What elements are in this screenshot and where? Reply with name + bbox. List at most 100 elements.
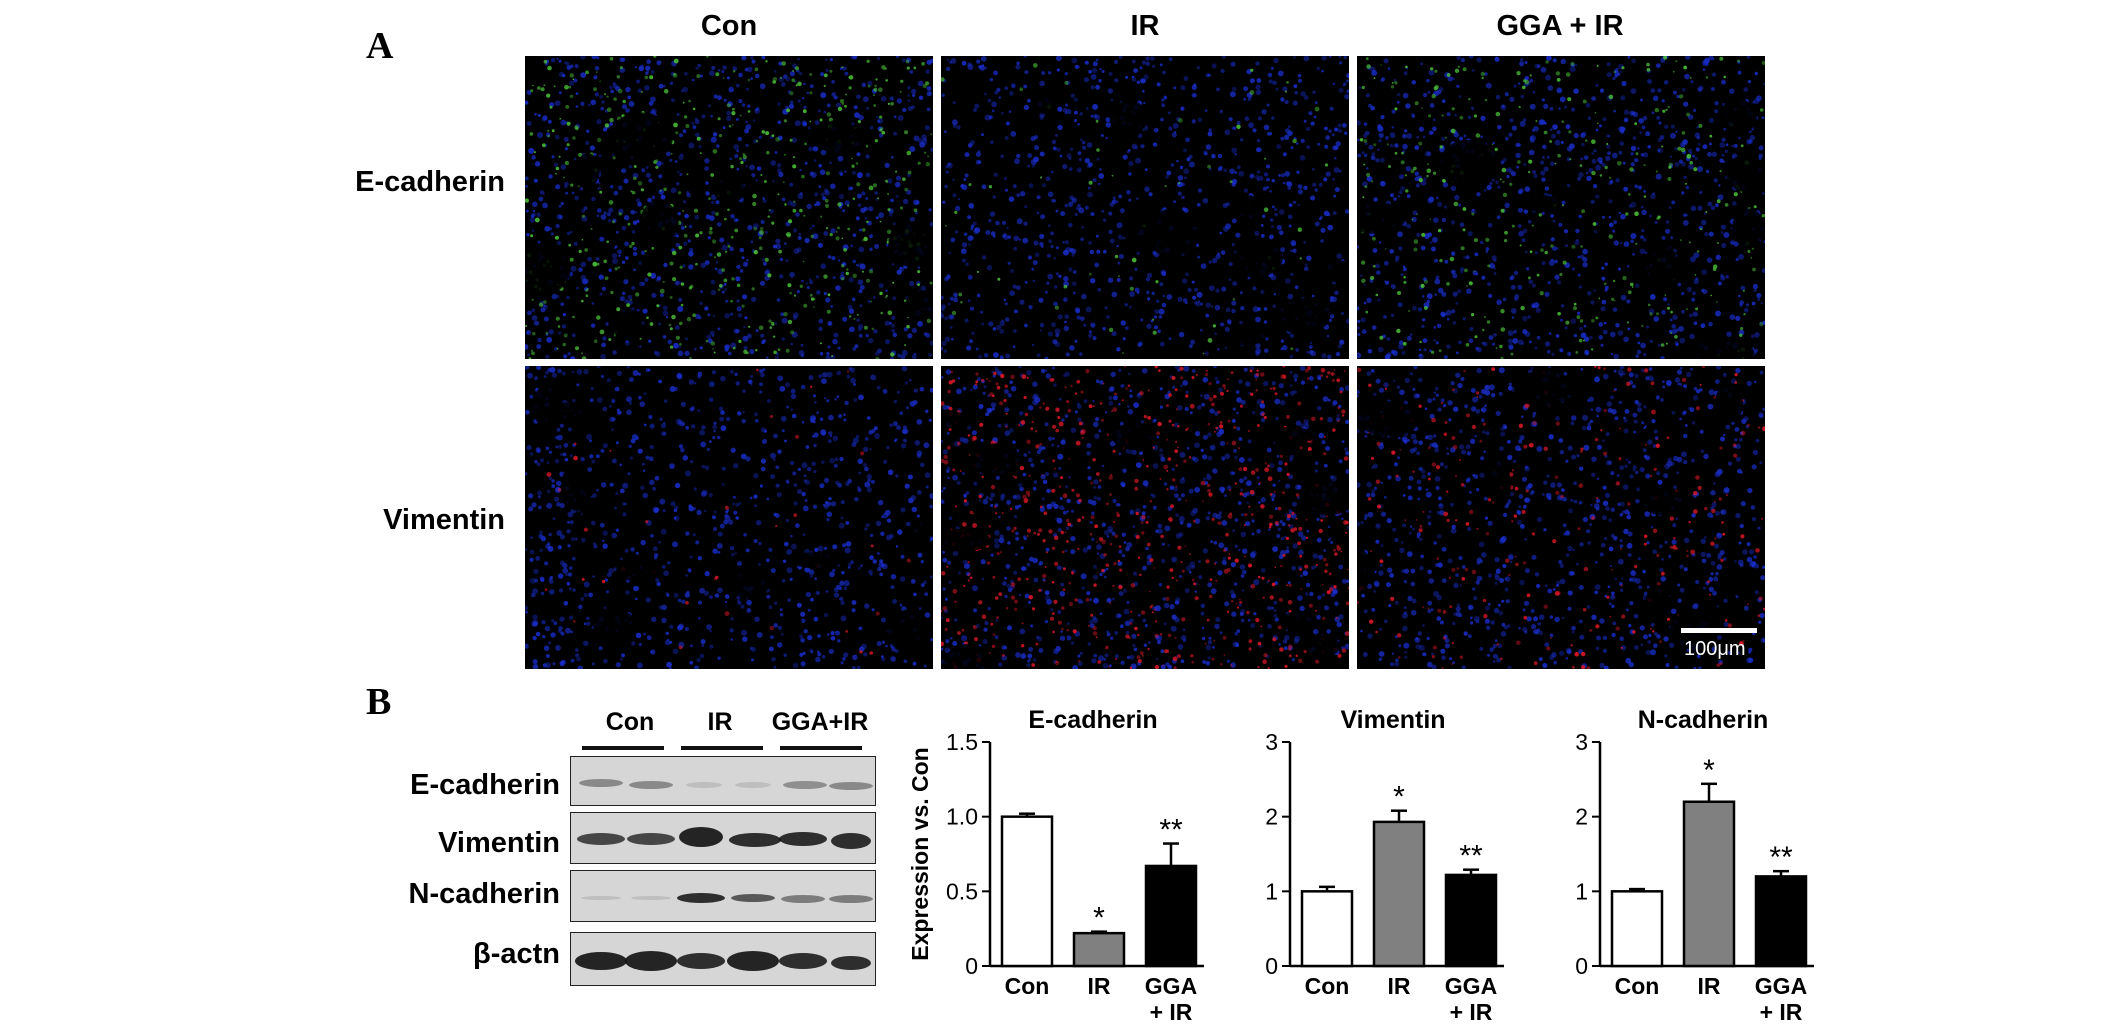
bar xyxy=(1072,931,1126,968)
band xyxy=(831,956,871,970)
panel-b-label: B xyxy=(366,681,392,723)
bar xyxy=(1000,815,1054,968)
row-label-vimentin: Vimentin xyxy=(383,504,505,536)
micrograph-vim-con xyxy=(525,366,933,669)
band xyxy=(575,952,627,970)
significance-marker: ** xyxy=(1459,840,1483,873)
band xyxy=(677,953,725,969)
x-tick-label: IR xyxy=(1088,973,1111,999)
blot-lane-label-gga-ir: GGA+IR xyxy=(771,708,869,736)
band xyxy=(579,779,623,787)
significance-marker: * xyxy=(1393,781,1405,814)
band xyxy=(735,782,771,788)
blot-bands-vimentin xyxy=(577,827,871,849)
blot-bands-beta-actin xyxy=(575,951,871,971)
x-tick-label: Con xyxy=(1305,973,1350,999)
micrograph-ecad-con-image xyxy=(525,56,933,359)
micrograph-vim-gga-ir xyxy=(1357,366,1765,669)
blot-row-label-beta-actin: β-actn xyxy=(473,938,560,970)
band xyxy=(629,781,673,789)
x-tick-label: IR xyxy=(1698,973,1721,999)
blot-lane-line-gga-ir xyxy=(780,746,862,750)
band xyxy=(625,951,677,971)
x-tick-label: + IR xyxy=(1150,999,1193,1025)
band xyxy=(729,833,781,847)
band xyxy=(686,782,722,788)
row-label-e-cadherin: E-cadherin xyxy=(355,166,505,198)
x-tick-label: GGA xyxy=(1145,973,1197,999)
y-axis-label: Expression vs. Con xyxy=(907,747,933,960)
y-tick-label: 0 xyxy=(1265,953,1278,979)
column-label-con: Con xyxy=(700,10,758,42)
x-tick-label: IR xyxy=(1388,973,1411,999)
band xyxy=(831,833,871,849)
chart-title: Vimentin xyxy=(1340,706,1445,734)
bar xyxy=(1372,820,1426,968)
micrograph-vim-con-image xyxy=(525,366,933,669)
y-tick-label: 1.5 xyxy=(946,729,978,755)
bar xyxy=(1754,875,1808,968)
scale-bar xyxy=(1681,628,1757,633)
micrograph-vim-gga-ir-image xyxy=(1357,366,1765,669)
blot-row-label-e-cadherin: E-cadherin xyxy=(410,769,560,801)
blot-row-label-n-cadherin: N-cadherin xyxy=(408,878,560,910)
band xyxy=(783,781,827,789)
band xyxy=(679,827,723,847)
bar-chart-e-cadherin: E-cadherin 0 0.5 1.0 1.5 Expression vs. Con Co… xyxy=(907,706,1204,1025)
x-tick-label: GGA xyxy=(1445,973,1497,999)
blot-bands-n-cadherin xyxy=(581,893,873,903)
y-tick-label: 1 xyxy=(1265,878,1278,904)
bar xyxy=(1444,873,1498,968)
band xyxy=(779,832,827,846)
bar xyxy=(1610,890,1664,968)
bar-chart-vimentin: Vimentin 0 1 2 3 Con * IR ** GGA+ IR xyxy=(1265,706,1504,1025)
bar xyxy=(1144,864,1198,968)
x-tick-label: Con xyxy=(1005,973,1050,999)
micrograph-ecad-gga-ir-image xyxy=(1357,56,1765,359)
x-tick-label: + IR xyxy=(1450,999,1493,1025)
blot-row-label-vimentin: Vimentin xyxy=(438,827,560,859)
band xyxy=(829,895,873,903)
significance-marker: * xyxy=(1093,902,1105,935)
micrograph-vim-ir-image xyxy=(941,366,1349,669)
chart-title: E-cadherin xyxy=(1028,706,1157,734)
blot-bands-e-cadherin xyxy=(579,779,873,790)
x-tick-label: + IR xyxy=(1760,999,1803,1025)
micrograph-ecad-ir-image xyxy=(941,56,1349,359)
significance-marker: ** xyxy=(1769,841,1793,874)
blot-strip-e-cadherin xyxy=(570,756,876,806)
scale-bar-label: 100μm xyxy=(1684,638,1746,660)
significance-marker: * xyxy=(1703,754,1715,787)
blot-strip-vimentin xyxy=(570,812,876,864)
chart-title: N-cadherin xyxy=(1638,706,1769,734)
y-tick-label: 0 xyxy=(965,953,978,979)
column-label-gga-ir: GGA + IR xyxy=(1496,10,1624,42)
band xyxy=(677,893,725,903)
panel-a-label: A xyxy=(366,25,394,67)
band xyxy=(727,951,779,971)
y-tick-label: 3 xyxy=(1265,729,1278,755)
band xyxy=(581,896,621,900)
y-tick-label: 1 xyxy=(1575,878,1588,904)
band xyxy=(829,782,873,790)
significance-marker: ** xyxy=(1159,814,1183,847)
band xyxy=(731,894,775,902)
blot-strip-beta-actin xyxy=(570,932,876,986)
blot-lane-line-ir xyxy=(681,746,763,750)
band xyxy=(627,833,675,845)
x-tick-label: GGA xyxy=(1755,973,1807,999)
blot-lane-line-con xyxy=(582,746,664,750)
y-tick-label: 0.5 xyxy=(946,878,978,904)
column-label-ir: IR xyxy=(1130,10,1160,42)
x-tick-label: Con xyxy=(1615,973,1660,999)
band xyxy=(781,895,825,903)
micrograph-ecad-ir xyxy=(941,56,1349,359)
y-tick-label: 2 xyxy=(1575,804,1588,830)
bar-chart-n-cadherin: N-cadherin 0 1 2 3 Con * IR ** GGA+ IR xyxy=(1575,706,1814,1025)
band xyxy=(631,896,671,900)
bar xyxy=(1300,890,1354,968)
y-tick-label: 2 xyxy=(1265,804,1278,830)
micrograph-vim-ir xyxy=(941,366,1349,669)
y-tick-label: 1.0 xyxy=(946,804,978,830)
